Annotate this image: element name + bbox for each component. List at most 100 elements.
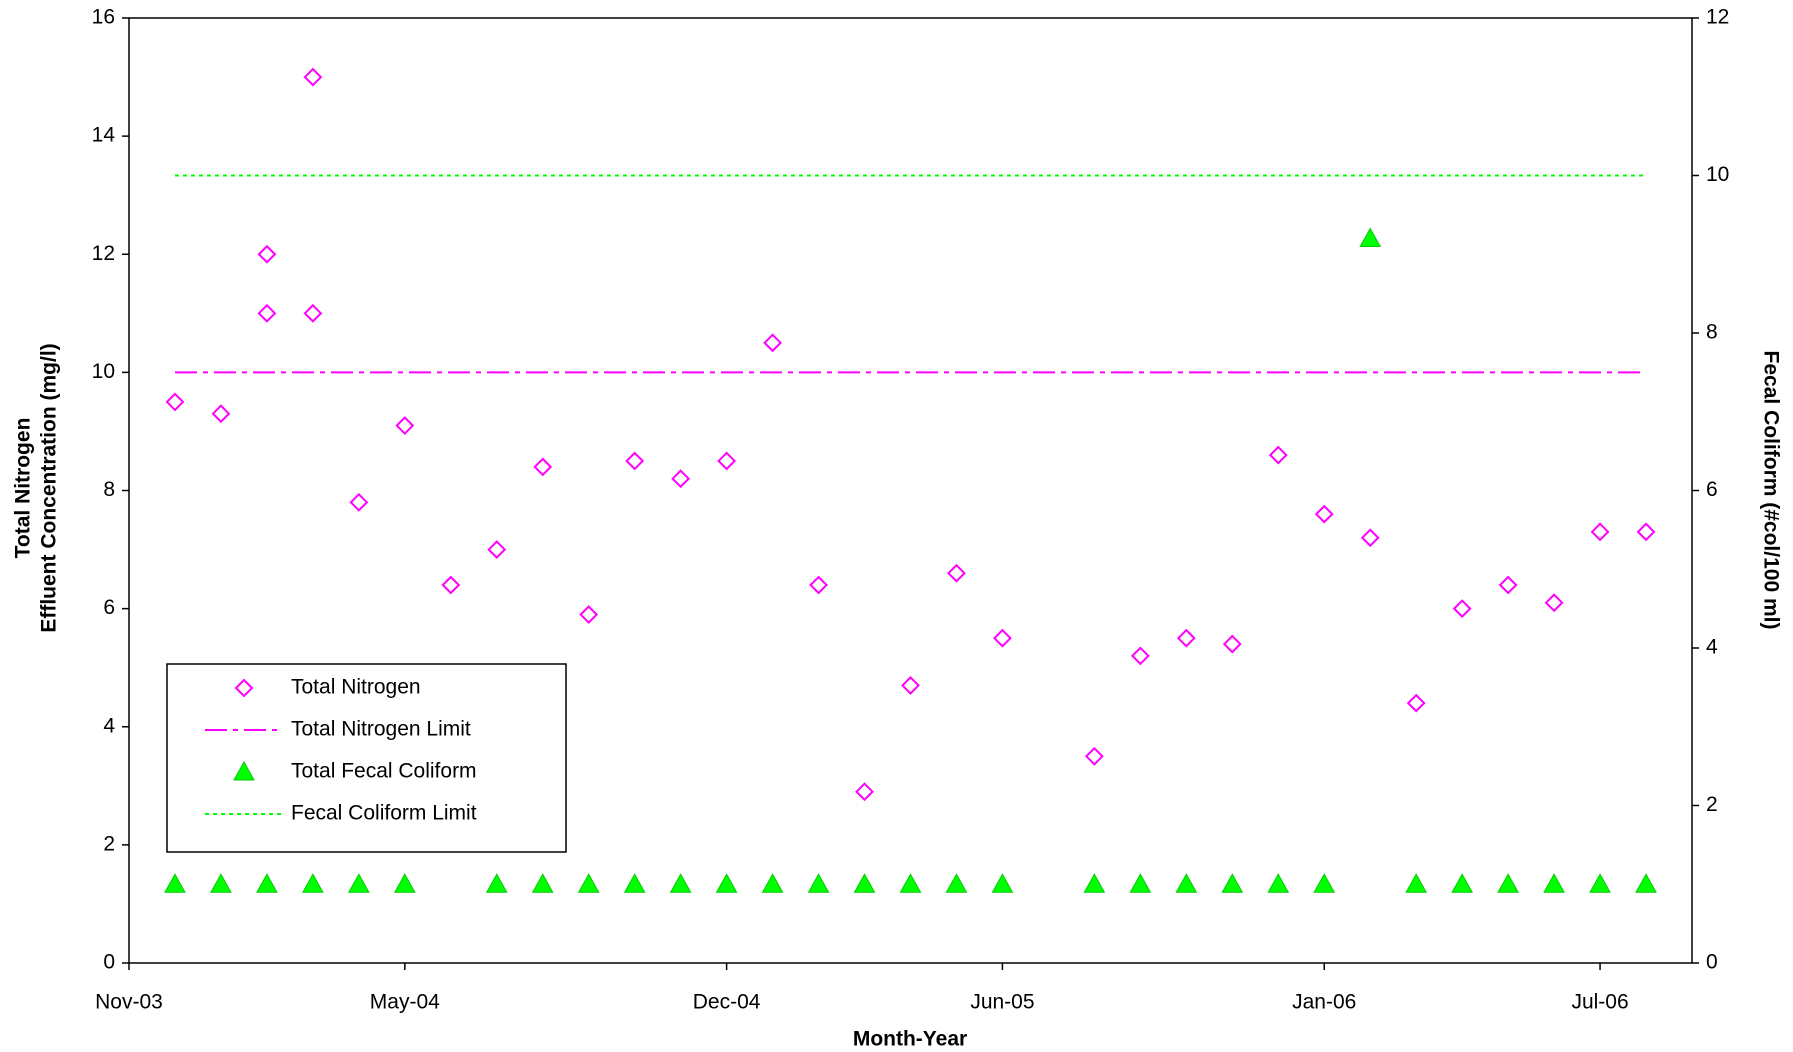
diamond-marker (303, 67, 323, 87)
y2-tick-label: 10 (1706, 163, 1729, 186)
y-tick-label: 2 (103, 832, 115, 855)
triangle-marker (1497, 873, 1519, 893)
diamond-marker (1314, 504, 1334, 524)
diamond-marker (395, 416, 415, 435)
diamond-marker (441, 575, 461, 595)
diamond-marker (257, 244, 277, 264)
diamond-marker (1130, 646, 1150, 666)
triangle-marker (669, 873, 692, 893)
y-tick-label: 4 (103, 714, 115, 737)
diamond-marker (487, 540, 507, 559)
legend-label: Total Nitrogen (291, 676, 421, 699)
triangle-marker (1221, 873, 1244, 893)
triangle-marker (1267, 873, 1290, 893)
triangle-marker (945, 873, 968, 893)
x-tick-label: Nov-03 (95, 991, 163, 1014)
triangle-marker (715, 873, 738, 893)
diamond-marker (234, 678, 254, 698)
diamond-marker (165, 392, 185, 412)
legend-label: Total Fecal Coliform (291, 760, 477, 783)
diamond-marker (1406, 693, 1426, 713)
triangle-marker (1405, 873, 1428, 893)
diamond-marker (947, 563, 966, 583)
diamond-marker (809, 575, 828, 595)
y2-tick-label: 6 (1706, 478, 1718, 501)
y2-tick-label: 8 (1706, 321, 1718, 344)
x-axis-title: Month-Year (853, 1028, 967, 1051)
diamond-marker (257, 303, 277, 323)
triangle-marker (1129, 873, 1152, 893)
triangle-marker (348, 873, 370, 893)
diamond-marker (1498, 575, 1518, 595)
diamond-marker (579, 605, 599, 624)
diamond-marker (349, 492, 369, 512)
y2-tick-label: 12 (1706, 6, 1729, 29)
y2-tick-label: 0 (1706, 951, 1718, 974)
diamond-marker (993, 628, 1012, 648)
legend-label: Fecal Coliform Limit (291, 802, 477, 825)
y-tick-label: 12 (92, 242, 115, 265)
y2-axis-title: Fecal Coliform (#col/100 ml) (1759, 351, 1782, 630)
triangle-marker (1083, 873, 1106, 893)
diamond-marker (1636, 522, 1656, 542)
triangle-marker (1589, 873, 1611, 893)
diamond-marker (533, 457, 553, 477)
y-tick-label: 6 (103, 596, 115, 619)
diamond-marker (763, 333, 783, 353)
diamond-marker (1360, 528, 1380, 548)
triangle-marker (302, 873, 324, 893)
triangle-marker (531, 873, 554, 893)
triangle-marker (761, 873, 784, 893)
legend-label: Total Nitrogen Limit (291, 718, 471, 741)
diamond-marker (1544, 593, 1564, 613)
x-tick-label: Jun-05 (970, 991, 1034, 1014)
triangle-marker (485, 873, 508, 893)
y-axis-title: Total Nitrogen (12, 418, 35, 559)
diamond-marker (717, 451, 737, 471)
triangle-marker (1543, 873, 1565, 893)
triangle-marker (1359, 227, 1382, 247)
triangle-marker (991, 873, 1014, 893)
diamond-marker (303, 303, 323, 323)
y-tick-label: 8 (103, 478, 115, 501)
triangle-marker (233, 760, 255, 781)
diamond-marker (901, 675, 920, 695)
triangle-marker (623, 873, 646, 893)
x-tick-label: Jul-06 (1571, 991, 1628, 1014)
diamond-marker (1452, 599, 1472, 619)
diamond-marker (1084, 746, 1104, 766)
triangle-marker (393, 873, 416, 893)
y2-tick-label: 4 (1706, 636, 1718, 659)
triangle-marker (807, 873, 830, 893)
y2-tick-label: 2 (1706, 793, 1718, 816)
triangle-marker (853, 873, 876, 893)
triangle-marker (1635, 873, 1657, 893)
triangle-marker (164, 873, 186, 893)
diamond-marker (671, 469, 691, 489)
triangle-marker (1175, 873, 1198, 893)
y-tick-label: 10 (92, 360, 115, 383)
diamond-marker (1268, 445, 1288, 465)
triangle-marker (256, 873, 278, 893)
x-tick-label: Dec-04 (693, 991, 761, 1014)
y-tick-label: 0 (103, 951, 115, 974)
legend-box (166, 663, 567, 853)
y-axis-title: Effluent Concentration (mg/l) (38, 343, 61, 632)
diamond-marker (1176, 628, 1196, 648)
triangle-marker (577, 873, 600, 893)
y-tick-label: 14 (92, 124, 116, 147)
x-tick-label: Jan-06 (1292, 991, 1356, 1014)
diamond-marker (211, 404, 231, 424)
triangle-marker (1451, 873, 1473, 893)
triangle-marker (210, 873, 232, 893)
x-tick-label: May-04 (370, 991, 440, 1014)
y-tick-label: 16 (92, 6, 115, 29)
triangle-marker (1313, 873, 1336, 893)
diamond-marker (1590, 522, 1610, 542)
diamond-marker (1222, 634, 1242, 654)
triangle-marker (899, 873, 922, 893)
diamond-marker (625, 451, 645, 471)
diamond-marker (855, 782, 874, 802)
